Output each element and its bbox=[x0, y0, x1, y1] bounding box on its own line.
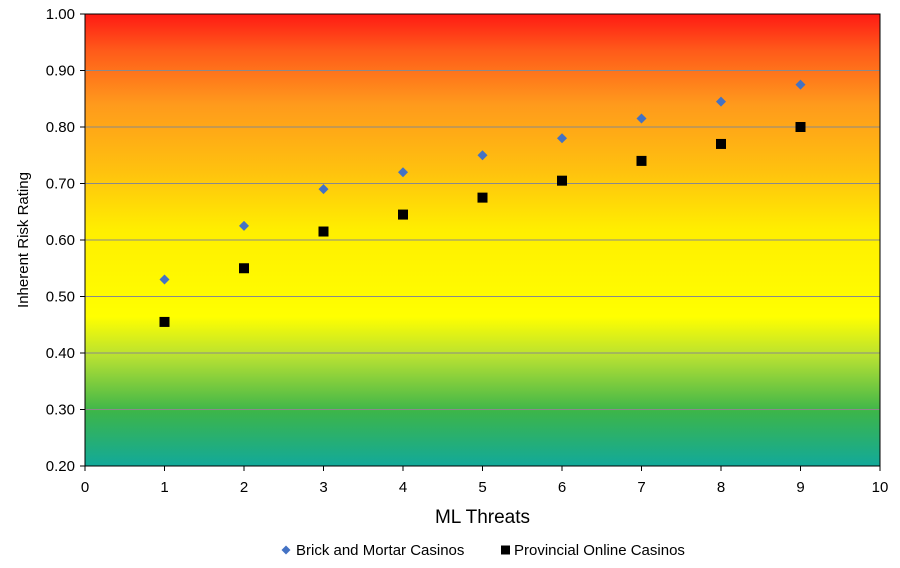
y-axis-title: Inherent Risk Rating bbox=[15, 172, 32, 308]
x-tick-label: 9 bbox=[796, 479, 804, 496]
legend-label-provincial-online: Provincial Online Casinos bbox=[514, 542, 685, 559]
point-provincial-online bbox=[636, 155, 647, 166]
x-tick-label: 4 bbox=[399, 479, 407, 496]
point-brick-and-mortar bbox=[795, 79, 806, 90]
point-brick-and-mortar bbox=[239, 220, 249, 231]
legend: Brick and Mortar Casinos Provincial Onli… bbox=[281, 542, 685, 559]
plot-border bbox=[84, 13, 881, 467]
x-tick-label: 0 bbox=[81, 479, 89, 496]
x-tick-label: 1 bbox=[160, 479, 168, 496]
point-provincial-online bbox=[239, 263, 249, 274]
y-tick-label: 0.70 bbox=[46, 176, 75, 193]
point-brick-and-mortar bbox=[636, 113, 647, 124]
x-tick-label: 2 bbox=[240, 479, 248, 496]
x-tick-label: 7 bbox=[637, 479, 645, 496]
point-brick-and-mortar bbox=[716, 96, 726, 107]
y-tick-label: 0.80 bbox=[46, 119, 75, 136]
y-tick-label: 0.60 bbox=[46, 232, 75, 249]
y-tick-label: 0.50 bbox=[46, 289, 75, 306]
x-tick-label: 6 bbox=[558, 479, 566, 496]
data-points bbox=[159, 79, 806, 327]
y-tick-label: 0.20 bbox=[46, 458, 75, 475]
x-axis-title: ML Threats bbox=[435, 507, 530, 528]
point-provincial-online bbox=[318, 226, 329, 237]
x-tick-label: 5 bbox=[478, 479, 486, 496]
point-brick-and-mortar bbox=[398, 167, 408, 178]
point-provincial-online bbox=[398, 209, 408, 220]
legend-marker-provincial-online bbox=[501, 545, 510, 555]
legend-marker-brick-and-mortar bbox=[281, 545, 291, 555]
point-provincial-online bbox=[716, 138, 726, 149]
axes: 0.20 0.30 0.40 0.50 0.60 0.70 0.80 0.90 1.00 0 1 2 3… bbox=[46, 6, 889, 496]
legend-label-brick-and-mortar: Brick and Mortar Casinos bbox=[296, 542, 464, 559]
point-brick-and-mortar bbox=[557, 133, 567, 144]
x-tick-label: 8 bbox=[717, 479, 725, 496]
x-tick-label: 3 bbox=[319, 479, 327, 496]
point-provincial-online bbox=[795, 122, 806, 132]
y-tick-label: 0.30 bbox=[46, 402, 75, 419]
point-brick-and-mortar bbox=[477, 150, 488, 161]
y-tick-label: 0.40 bbox=[46, 345, 75, 362]
point-provincial-online bbox=[159, 316, 170, 327]
y-tick-label: 1.00 bbox=[46, 6, 75, 23]
point-provincial-online bbox=[557, 175, 567, 186]
x-tick-label: 10 bbox=[872, 479, 889, 496]
gridlines bbox=[85, 70, 880, 410]
point-brick-and-mortar bbox=[159, 274, 170, 285]
point-brick-and-mortar bbox=[318, 184, 329, 195]
point-provincial-online bbox=[477, 192, 488, 203]
y-tick-label: 0.90 bbox=[46, 63, 75, 80]
